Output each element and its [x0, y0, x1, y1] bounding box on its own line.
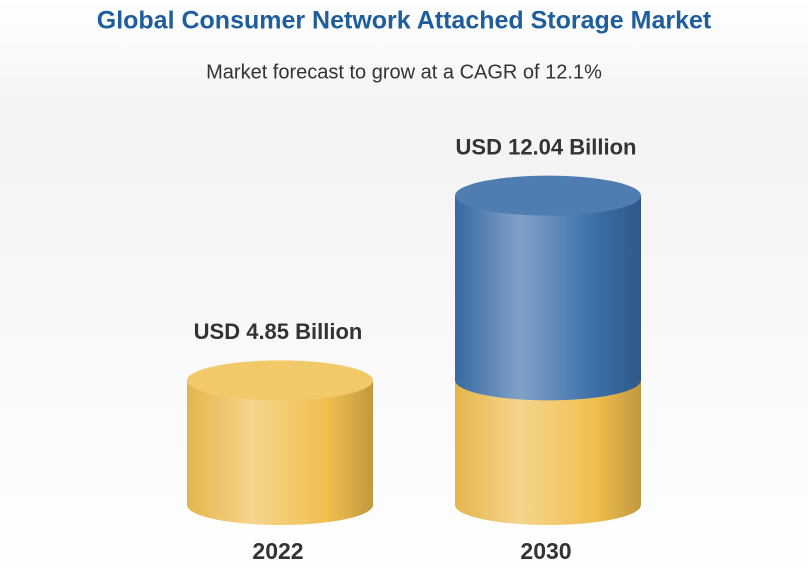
- cylinder-body: [455, 195, 641, 401]
- cylinder-body: [455, 380, 641, 525]
- cylinder-body: [187, 380, 373, 525]
- cylinder-top: [187, 360, 373, 401]
- value-label: USD 4.85 Billion: [194, 319, 363, 344]
- x-tick-label: 2030: [520, 538, 571, 564]
- chart-title: Global Consumer Network Attached Storage…: [97, 7, 712, 35]
- chart-subtitle: Market forecast to grow at a CAGR of 12.…: [206, 61, 602, 83]
- value-label: USD 12.04 Billion: [456, 134, 637, 159]
- x-tick-label: 2022: [252, 538, 303, 564]
- cylinder-top: [455, 175, 641, 216]
